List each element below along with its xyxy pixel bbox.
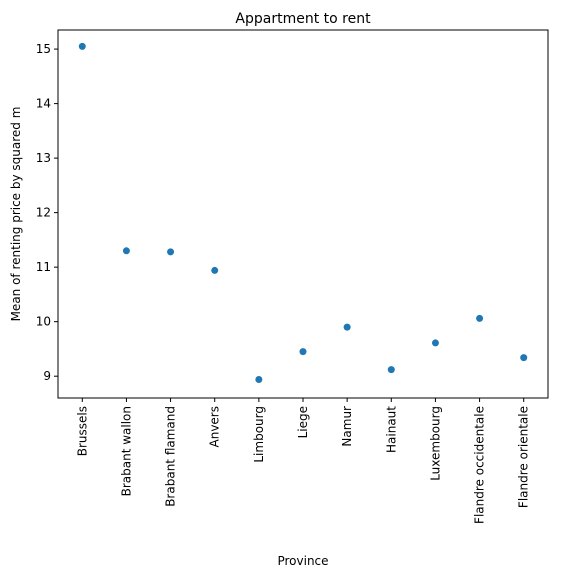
y-tick-label: 10 — [36, 315, 51, 329]
y-tick-label: 11 — [36, 260, 51, 274]
x-axis-ticks: Brussels Brabant wallon Brabant flamand Anv… — [75, 398, 531, 524]
data-point — [299, 348, 307, 356]
x-tick-label: Anvers — [208, 406, 222, 447]
plot-area: 9 10 11 12 13 14 15 Brussels Brabant wallon Brab… — [36, 29, 549, 524]
x-tick-label: Brussels — [75, 406, 89, 456]
chart-title: Appartment to rent — [235, 11, 371, 27]
data-point — [167, 248, 175, 256]
y-tick-label: 12 — [36, 206, 51, 220]
data-point — [387, 366, 395, 374]
x-tick-label: Hainaut — [384, 406, 398, 453]
data-point — [255, 375, 263, 383]
x-tick-label: Brabant wallon — [119, 406, 133, 496]
x-tick-label: Liege — [296, 406, 310, 438]
y-tick-label: 14 — [36, 97, 51, 111]
y-tick-label: 13 — [36, 151, 51, 165]
x-tick-label: Limbourg — [252, 406, 266, 463]
data-point — [211, 266, 219, 274]
data-point — [78, 42, 86, 50]
x-tick-label: Namur — [340, 406, 354, 447]
data-point — [122, 247, 130, 255]
x-tick-label: Brabant flamand — [164, 406, 178, 507]
data-point — [476, 314, 484, 322]
x-tick-label: Flandre occidentale — [473, 406, 487, 524]
data-point — [520, 354, 528, 362]
data-point — [343, 323, 351, 331]
x-axis-label: Province — [277, 554, 328, 568]
data-point — [431, 339, 439, 347]
axes-frame — [57, 29, 549, 399]
x-tick-label: Luxembourg — [428, 406, 442, 481]
data-points — [78, 42, 528, 383]
x-tick-label: Flandre orientale — [517, 406, 531, 508]
y-axis-label: Mean of renting price by squared m — [9, 107, 23, 322]
y-tick-label: 15 — [36, 42, 51, 56]
y-axis-ticks: 9 10 11 12 13 14 15 — [36, 42, 58, 383]
y-tick-label: 9 — [43, 369, 51, 383]
